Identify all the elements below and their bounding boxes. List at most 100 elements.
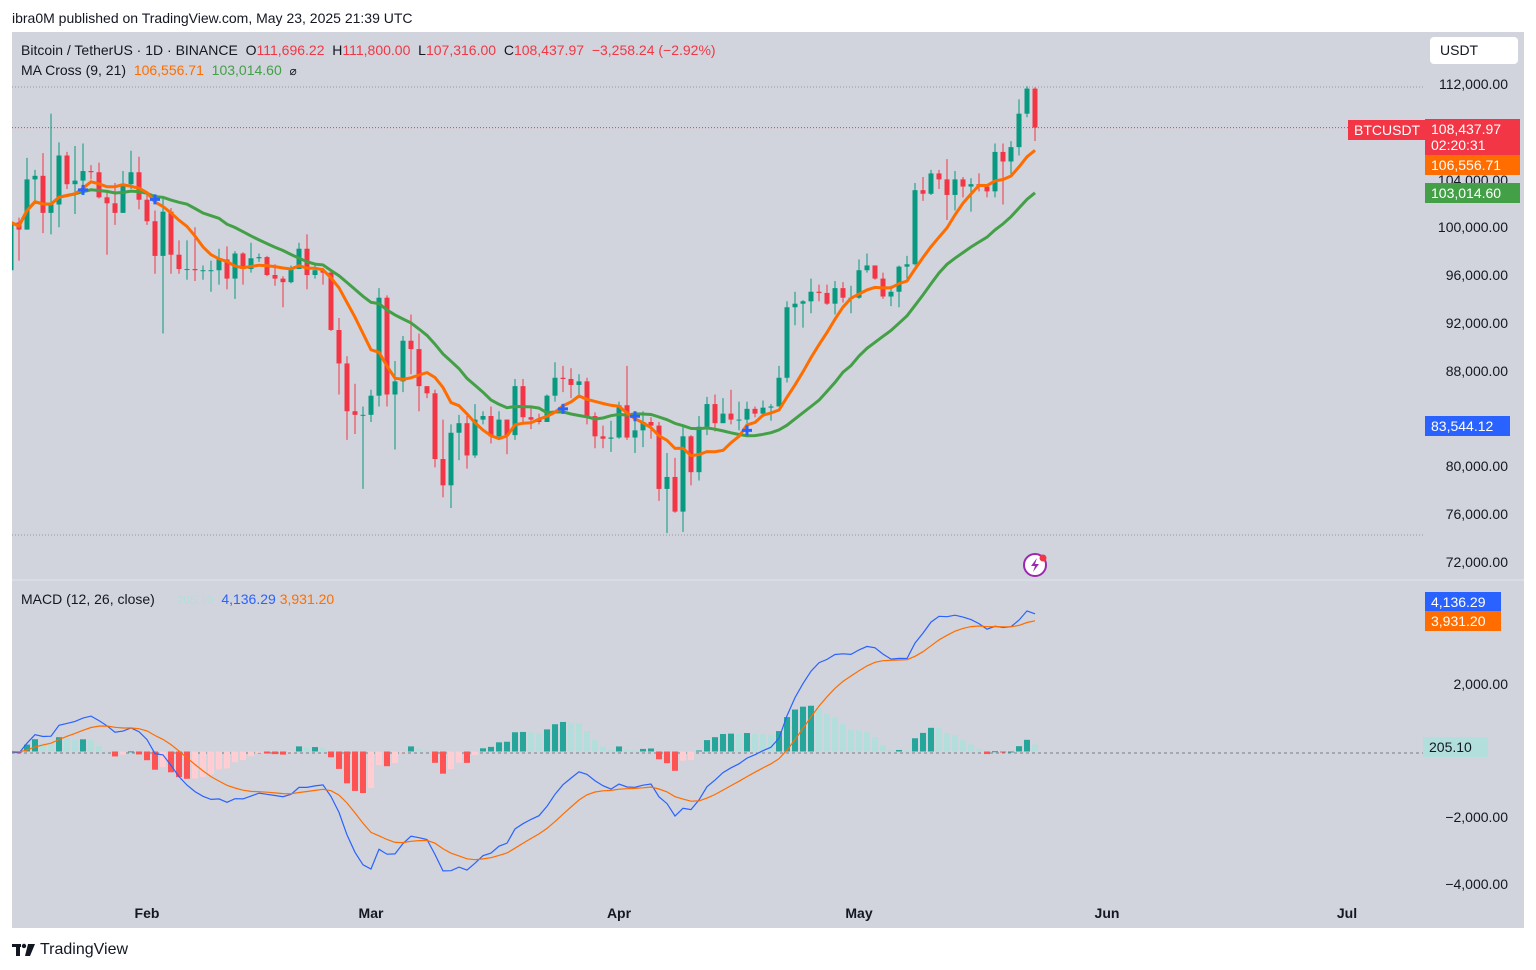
- macd-histogram-bar: [632, 750, 638, 752]
- symbol-title[interactable]: Bitcoin / TetherUS · 1D · BINANCE: [21, 42, 238, 58]
- candle-body: [392, 381, 398, 395]
- candle-body: [56, 155, 62, 205]
- candle-body: [376, 297, 382, 396]
- macd-histogram-bar: [608, 750, 614, 752]
- candle-body: [1000, 151, 1006, 162]
- candle-body: [160, 211, 166, 256]
- macd-histogram-bar: [840, 723, 846, 752]
- candle-body: [672, 476, 678, 512]
- macd-histogram-bar: [792, 709, 798, 752]
- candle-body: [424, 386, 430, 394]
- macd-histogram-bar: [872, 737, 878, 752]
- high-value: 111,800.00: [342, 42, 411, 58]
- macd-histogram-bar: [944, 732, 950, 752]
- candle-body: [472, 419, 478, 456]
- last-price-tag: 108,437.97 02:20:31: [1425, 119, 1520, 155]
- candle-body: [1032, 88, 1038, 128]
- lightning-alert-icon[interactable]: [1023, 553, 1047, 577]
- macd-line: [12, 610, 1036, 872]
- candle-body: [640, 421, 646, 431]
- candle-body: [696, 426, 702, 473]
- candle-body: [816, 291, 822, 293]
- macd-histogram-bar: [784, 717, 790, 752]
- macd-tag: 4,136.29: [1425, 592, 1501, 612]
- candles: [12, 86, 1038, 534]
- candle-body: [752, 408, 758, 414]
- candle-body: [360, 414, 366, 416]
- candle-body: [680, 436, 686, 512]
- chart-frame[interactable]: [12, 32, 1524, 928]
- candle-body: [800, 301, 806, 304]
- currency-button[interactable]: USDT: [1430, 37, 1518, 64]
- macd-legend[interactable]: MACD (12, 26, close) 205.10 4,136.29 3,9…: [21, 591, 334, 607]
- candle-body: [40, 175, 46, 213]
- time-axis-label: Jul: [1336, 905, 1358, 921]
- macd-histogram-bar: [736, 734, 742, 752]
- macd-histogram-bar: [288, 751, 294, 753]
- macd-histogram-bar: [584, 731, 590, 752]
- macd-histogram-bar: [392, 751, 398, 764]
- candle-body: [704, 404, 710, 427]
- candle-body: [488, 416, 494, 437]
- candle-body: [408, 340, 414, 350]
- candle-body: [952, 179, 958, 195]
- candle-body: [208, 270, 214, 272]
- macd-histogram-bar: [680, 751, 686, 761]
- macd-histogram-bar: [384, 751, 390, 767]
- macd-value: 4,136.29: [221, 591, 276, 607]
- macd-histogram-bar: [144, 751, 150, 761]
- hidden-eye-icon[interactable]: ⌀: [289, 64, 297, 78]
- ma-legend[interactable]: MA Cross (9, 21) 106,556.71 103,014.60 ⌀: [21, 62, 297, 78]
- price-axis-label: 100,000.00: [1437, 219, 1508, 236]
- macd-histogram-bar: [40, 743, 46, 752]
- candle-body: [616, 405, 622, 438]
- candle-body: [600, 436, 606, 439]
- candle-body: [648, 421, 654, 426]
- macd-histogram-bar: [856, 730, 862, 752]
- macd-histogram-bar: [976, 749, 982, 752]
- macd-histogram-bar: [672, 751, 678, 771]
- candle-body: [960, 179, 966, 187]
- macd-histogram-bar: [24, 744, 30, 752]
- ma-title: MA Cross (9, 21): [21, 62, 127, 78]
- tradingview-logo-icon: [12, 943, 35, 956]
- macd-histogram-bar: [312, 747, 318, 752]
- macd-histogram-bar: [32, 739, 38, 752]
- change-value: −3,258.24 (−2.92%): [591, 42, 716, 58]
- macd-histogram-bar: [744, 733, 750, 752]
- candle-body: [120, 184, 126, 213]
- macd-histogram-bar: [416, 748, 422, 752]
- marker-price-tag: 83,544.12: [1425, 416, 1510, 436]
- tradingview-logo[interactable]: TradingView: [12, 941, 128, 959]
- candle-body: [192, 269, 198, 271]
- macd-histogram-bar: [328, 751, 334, 758]
- candle-body: [536, 419, 542, 422]
- macd-histogram-bar: [832, 717, 838, 752]
- time-axis-label: Feb: [134, 905, 160, 921]
- macd-histogram-bar: [128, 751, 134, 753]
- macd-histogram-bar: [64, 738, 70, 752]
- macd-histogram-bar: [656, 751, 662, 760]
- macd-histogram-bar: [712, 737, 718, 752]
- macd-histogram-bar: [304, 747, 310, 752]
- signal-value: 3,931.20: [279, 591, 335, 607]
- signal-tag: 3,931.20: [1425, 611, 1501, 631]
- macd-histogram-bar: [728, 733, 734, 752]
- candle-body: [832, 288, 838, 304]
- candle-body: [872, 265, 878, 279]
- candle-body: [720, 413, 726, 424]
- candle-body: [12, 222, 14, 271]
- macd-histogram-bar: [912, 738, 918, 752]
- candle-body: [176, 254, 182, 270]
- candle-body: [664, 476, 670, 489]
- macd-histogram-bar: [1000, 751, 1006, 753]
- macd-histogram-bar: [528, 732, 534, 752]
- macd-histogram-bar: [352, 751, 358, 791]
- macd-axis-label: −4,000.00: [1445, 875, 1508, 892]
- macd-histogram-bar: [424, 750, 430, 752]
- candle-body: [440, 459, 446, 486]
- macd-histogram-bar: [576, 723, 582, 752]
- open-label: O: [245, 42, 257, 58]
- macd-axis-label: −2,000.00: [1445, 809, 1508, 825]
